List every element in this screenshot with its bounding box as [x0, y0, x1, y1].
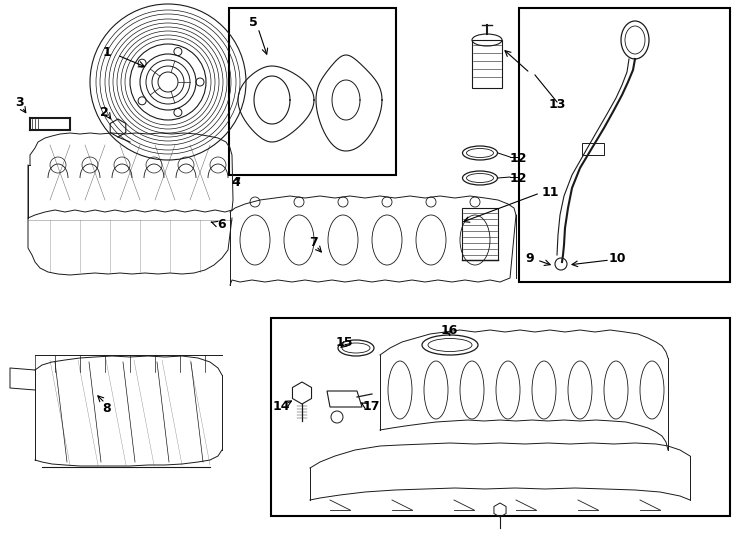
- Text: 7: 7: [310, 235, 319, 248]
- Text: 12: 12: [510, 152, 528, 165]
- Text: 15: 15: [335, 335, 353, 348]
- Text: 17: 17: [363, 401, 379, 414]
- Bar: [472, 40, 502, 88]
- Text: 8: 8: [103, 402, 112, 415]
- Text: 14: 14: [272, 401, 290, 414]
- Text: 4: 4: [232, 177, 240, 190]
- Bar: [582, 143, 604, 155]
- Text: 5: 5: [249, 16, 258, 29]
- Text: 2: 2: [100, 106, 109, 119]
- Text: 10: 10: [608, 252, 626, 265]
- Bar: [229, 8, 396, 175]
- Bar: [271, 318, 730, 516]
- Text: 1: 1: [103, 45, 112, 58]
- Bar: [519, 8, 730, 282]
- Text: 13: 13: [548, 98, 566, 111]
- Text: 11: 11: [542, 186, 559, 199]
- Text: 3: 3: [15, 97, 24, 110]
- Text: 9: 9: [526, 252, 534, 265]
- Text: 12: 12: [510, 172, 528, 185]
- Text: 6: 6: [218, 218, 226, 231]
- Bar: [462, 208, 498, 260]
- Text: 16: 16: [440, 323, 458, 336]
